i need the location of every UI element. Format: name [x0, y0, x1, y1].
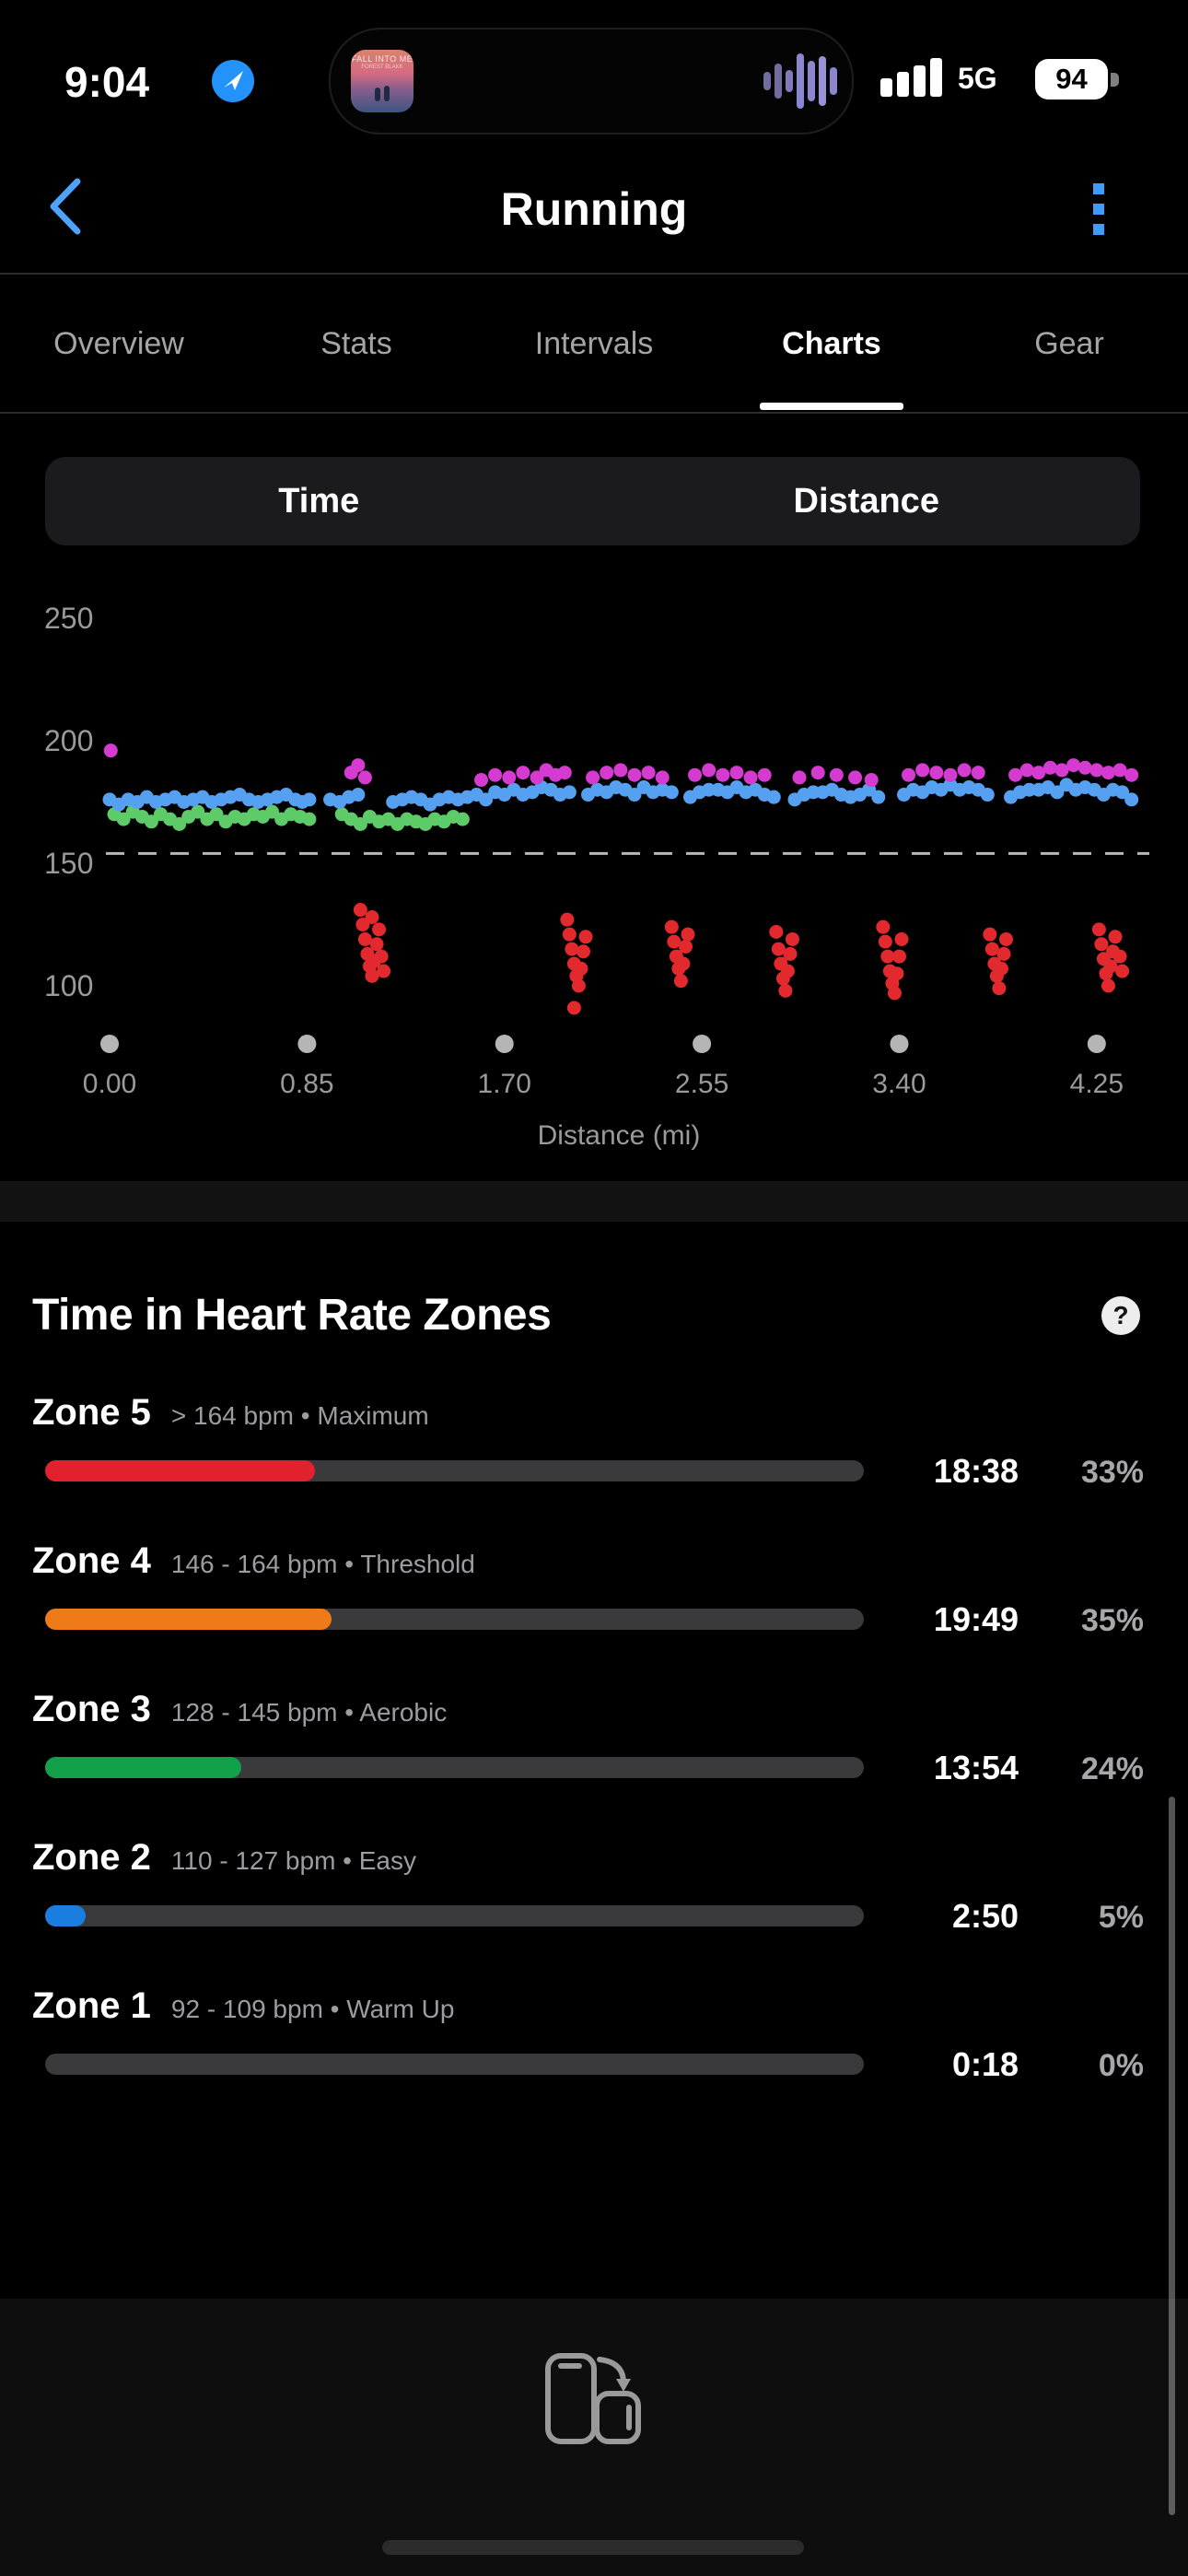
album-art[interactable]: FALL INTO ME FOREST BLAKK: [351, 50, 413, 112]
time-distance-segmented-control: Time Distance: [45, 457, 1140, 545]
svg-text:150: 150: [44, 847, 93, 880]
tab-bar: Overview Stats Intervals Charts Gear: [0, 276, 1188, 412]
nav-divider: [0, 273, 1188, 275]
zone-progress-track: [45, 1609, 864, 1630]
album-title-text: FALL INTO ME: [351, 54, 413, 64]
zone-row-2: Zone 2 110 - 127 bpm • Easy 2:50 5%: [0, 1835, 1188, 1984]
svg-text:100: 100: [44, 969, 93, 1002]
tab-charts[interactable]: Charts: [782, 326, 881, 361]
home-indicator[interactable]: [382, 2540, 804, 2555]
battery-indicator: 94: [1035, 59, 1108, 100]
svg-text:200: 200: [44, 724, 93, 757]
zone-range: 92 - 109 bpm • Warm Up: [170, 1995, 455, 2023]
zone-progress-track: [45, 2054, 864, 2075]
zone-progress-fill: [45, 1757, 241, 1778]
zone-time: 19:49: [933, 1600, 1019, 1638]
zone-percent: 33%: [1080, 1455, 1144, 1490]
tabbar-divider: [0, 412, 1188, 414]
back-button[interactable]: [37, 170, 101, 244]
svg-text:3.40: 3.40: [872, 1069, 926, 1099]
tab-overview[interactable]: Overview: [53, 326, 184, 361]
svg-text:1.70: 1.70: [478, 1069, 531, 1099]
zone-name: Zone 1: [32, 1985, 151, 2026]
question-mark-icon: ?: [1112, 1301, 1129, 1329]
battery-nub: [1111, 73, 1119, 87]
scrollbar[interactable]: [1169, 1797, 1175, 2515]
svg-text:0.85: 0.85: [280, 1069, 333, 1099]
zone-time: 18:38: [933, 1452, 1019, 1490]
tab-gear[interactable]: Gear: [1034, 326, 1104, 361]
audio-waveform-icon: [763, 53, 837, 109]
svg-text:0.00: 0.00: [83, 1069, 136, 1099]
svg-text:2.55: 2.55: [675, 1069, 728, 1099]
zone-progress-fill: [45, 1905, 86, 1926]
active-tab-underline: [760, 403, 903, 410]
zone-percent: 35%: [1080, 1603, 1144, 1638]
zone-name: Zone 4: [32, 1540, 151, 1581]
segment-time[interactable]: Time: [278, 481, 360, 521]
dynamic-island-media-player[interactable]: FALL INTO ME FOREST BLAKK: [329, 28, 854, 135]
svg-text:4.25: 4.25: [1070, 1069, 1124, 1099]
zone-range: 128 - 145 bpm • Aerobic: [170, 1698, 448, 1727]
menu-dot: [1093, 224, 1104, 235]
zone-name: Zone 5: [32, 1392, 151, 1433]
tab-intervals[interactable]: Intervals: [534, 326, 654, 361]
zone-row-4: Zone 4 146 - 164 bpm • Threshold 19:49 3…: [0, 1539, 1188, 1687]
section-title: Time in Heart Rate Zones: [32, 1291, 552, 1340]
location-services-icon: [212, 60, 254, 102]
section-separator: [0, 1181, 1188, 1222]
zone-range: 146 - 164 bpm • Threshold: [170, 1550, 475, 1578]
zone-progress-track: [45, 1905, 864, 1926]
zone-progress-track: [45, 1757, 864, 1778]
zone-row-1: Zone 1 92 - 109 bpm • Warm Up 0:18 0%: [0, 1984, 1188, 2132]
rotate-device-icon: [545, 2353, 641, 2444]
chevron-left-icon: [50, 178, 81, 235]
zone-range: 110 - 127 bpm • Easy: [170, 1846, 417, 1875]
album-art-figure: [375, 88, 380, 101]
page-title: Running: [500, 183, 688, 235]
help-button[interactable]: ?: [1101, 1296, 1140, 1335]
zone-progress-fill: [45, 1460, 315, 1481]
zone-percent: 0%: [1098, 2048, 1144, 2083]
svg-text:250: 250: [44, 602, 93, 635]
zone-time: 13:54: [933, 1749, 1019, 1786]
zone-progress-fill: [45, 1609, 332, 1630]
network-type-label: 5G: [958, 62, 997, 95]
svg-text:Distance (mi): Distance (mi): [538, 1120, 701, 1151]
battery-percent: 94: [1055, 63, 1088, 95]
zone-time: 0:18: [951, 2045, 1019, 2083]
zone-row-5: Zone 5 > 164 bpm • Maximum 18:38 33%: [0, 1390, 1188, 1539]
zone-range: > 164 bpm • Maximum: [170, 1401, 429, 1430]
cadence-scatter-chart[interactable]: 250 200 150 100 0.00 0.85 1.70 2.55 3.40 4.25 Dist…: [0, 553, 1188, 1161]
menu-dot: [1093, 204, 1104, 215]
zone-row-3: Zone 3 128 - 145 bpm • Aerobic 13:54 24%: [0, 1687, 1188, 1835]
segment-distance[interactable]: Distance: [793, 481, 939, 521]
menu-dot: [1093, 183, 1104, 194]
zone-time: 2:50: [951, 1897, 1019, 1935]
zone-name: Zone 2: [32, 1837, 151, 1878]
zone-percent: 5%: [1098, 1900, 1144, 1935]
zone-name: Zone 3: [32, 1689, 151, 1729]
zone-progress-track: [45, 1460, 864, 1481]
zone-percent: 24%: [1080, 1751, 1144, 1786]
more-options-button[interactable]: [1068, 170, 1133, 244]
tab-stats[interactable]: Stats: [320, 326, 392, 361]
album-art-figure: [384, 86, 390, 101]
album-artist-text: FOREST BLAKK: [361, 64, 403, 70]
status-time: 9:04: [64, 58, 150, 106]
cellular-signal-icon: [880, 58, 945, 97]
